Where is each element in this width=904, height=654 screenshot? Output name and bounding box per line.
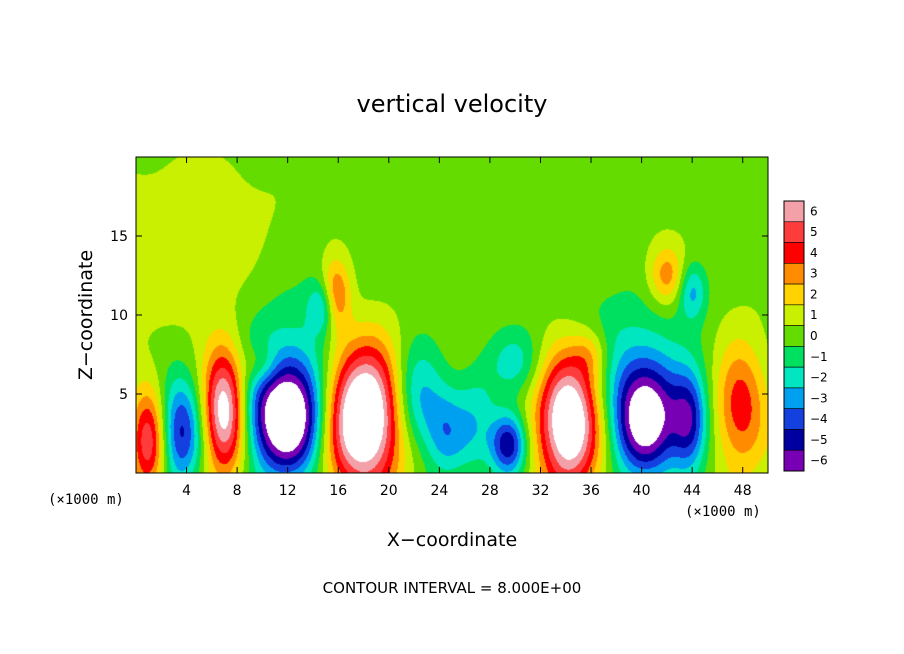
x-tick-label: 24 <box>430 483 448 499</box>
chart-title: vertical velocity <box>357 90 548 118</box>
velocity-field-heatmap <box>136 157 768 473</box>
colorbar-segment <box>783 366 805 389</box>
x-axis-label: X−coordinate <box>387 529 517 551</box>
y-axis-label: Z−coordinate <box>75 250 97 380</box>
y-axis: 5 10 15 <box>110 229 768 403</box>
colorbar-label: −3 <box>810 391 828 405</box>
colorbar-label: 3 <box>810 267 818 281</box>
colorbar: 6 5 4 3 2 1 0 −1 −2 −3 −4 −5 −6 <box>783 200 828 472</box>
x-tick-label: 16 <box>329 483 347 499</box>
colorbar-segment <box>783 283 805 306</box>
colorbar-segment <box>783 221 805 243</box>
colorbar-segment <box>783 449 805 472</box>
colorbar-label: 2 <box>810 287 818 301</box>
colorbar-label: −4 <box>810 412 828 426</box>
colorbar-segment <box>783 242 805 264</box>
x-axis: 4 8 12 16 20 24 28 32 36 40 44 48 <box>182 157 752 499</box>
x-tick-label: 20 <box>380 483 398 499</box>
plot-area <box>135 156 769 474</box>
colorbar-segment <box>783 408 805 430</box>
colorbar-label: −1 <box>810 350 828 364</box>
x-tick-label: 40 <box>633 483 651 499</box>
colorbar-segment <box>783 263 805 285</box>
x-tick-label: 12 <box>279 483 297 499</box>
contour-interval-note: CONTOUR INTERVAL = 8.000E+00 <box>323 579 582 597</box>
colorbar-segment <box>783 387 805 409</box>
x-tick-label: 44 <box>683 483 701 499</box>
colorbar-frame <box>783 200 805 472</box>
colorbar-label: 6 <box>810 204 818 218</box>
colorbar-segment <box>783 429 805 451</box>
colorbar-label: 0 <box>810 329 818 343</box>
y-tick-label: 15 <box>110 229 128 245</box>
colorbar-segment <box>783 200 805 223</box>
y-tick-label: 10 <box>110 308 128 324</box>
x-axis-unit-left: (×1000 m) <box>48 492 124 508</box>
colorbar-segment <box>783 346 805 368</box>
x-tick-label: 28 <box>481 483 499 499</box>
x-tick-label: 8 <box>233 483 242 499</box>
colorbar-label: 1 <box>810 308 818 322</box>
x-tick-label: 36 <box>582 483 600 499</box>
colorbar-label: −6 <box>810 454 828 468</box>
x-axis-unit-right: (×1000 m) <box>685 504 761 520</box>
colorbar-label: 4 <box>810 246 818 260</box>
x-tick-label: 4 <box>182 483 191 499</box>
colorbar-label: −5 <box>810 433 828 447</box>
x-tick-label: 48 <box>734 483 752 499</box>
colorbar-label: 5 <box>810 225 818 239</box>
colorbar-segment <box>783 325 805 347</box>
x-tick-label: 32 <box>532 483 550 499</box>
colorbar-label: −2 <box>810 371 828 385</box>
colorbar-segment <box>783 304 805 326</box>
y-tick-label: 5 <box>119 387 128 403</box>
